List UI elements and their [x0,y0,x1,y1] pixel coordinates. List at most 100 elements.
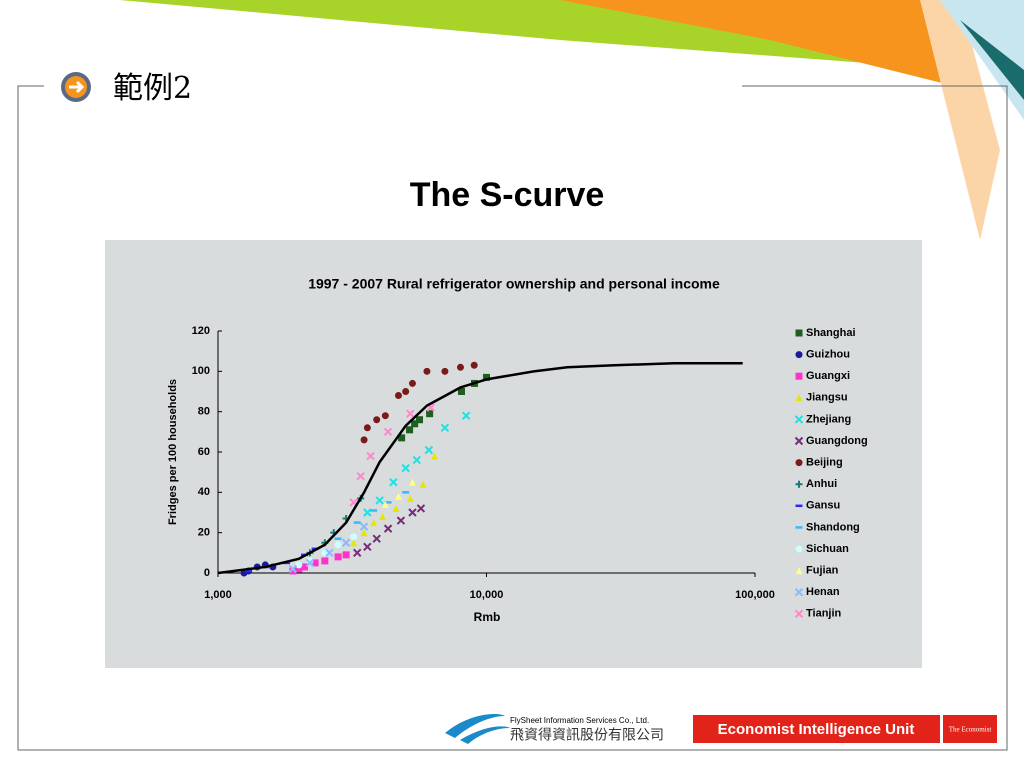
trend-curve [217,362,743,575]
point [360,529,368,537]
point [392,504,400,512]
legend-label: Fujian [806,565,839,577]
point [795,545,803,553]
point [398,434,406,442]
point [794,436,804,446]
legend-label: Jiangsu [806,392,848,404]
point [373,416,381,424]
legend-label: Shandong [806,521,860,533]
point [372,534,381,543]
point [306,557,314,565]
deco-stripe [560,0,960,85]
point [289,567,297,575]
legend-label: Zhejiang [806,413,851,425]
heading-icon [69,80,85,94]
point [795,480,803,488]
x-tick-label: 100,000 [735,589,775,601]
y-tick-label: 20 [198,527,210,539]
point [396,516,406,525]
point [441,367,449,375]
point [363,508,372,517]
slide-heading: 範例2 [113,71,192,106]
point [383,427,393,437]
economist-box [943,715,997,743]
legend-label: Sichuan [806,543,849,555]
point [457,388,465,395]
footer-company-en: FlySheet Information Services Co., Ltd. [510,716,649,725]
slide-title: The S-curve [410,176,605,214]
deco-stripe [960,20,1024,100]
y-tick-label: 40 [198,486,210,498]
chart-title: 1997 - 2007 Rural refrigerator ownership… [308,276,720,292]
point [402,388,410,395]
point [359,522,369,531]
point [305,558,315,568]
point [325,548,334,558]
point [379,513,387,521]
point [288,564,298,574]
point [406,426,414,434]
point [389,478,398,487]
point [401,463,410,473]
deco-stripe [920,0,1000,240]
point [461,411,471,420]
point [408,379,416,387]
point [412,455,421,465]
point [350,533,358,541]
point [295,561,303,569]
point [394,392,402,400]
point [406,409,415,418]
legend-label: Henan [806,586,840,598]
point [794,415,804,424]
legend-label: Tianjin [806,608,842,620]
point [794,587,804,597]
point [483,373,490,381]
legend-label: Beijing [806,457,843,469]
legend-label: Guangxi [806,370,850,382]
point [321,557,329,565]
point [370,519,378,527]
point [383,524,393,533]
y-tick-label: 120 [192,325,210,337]
legend-label: Gansu [806,500,840,512]
slide-frame [17,85,1008,751]
point [295,565,303,573]
point [419,480,427,488]
point [353,548,362,558]
y-tick-label: 60 [198,446,210,458]
flysheet-logo [445,713,510,744]
point [416,504,426,513]
legend-label: Guangdong [806,435,868,447]
point [381,500,389,508]
point [795,394,803,402]
point [408,508,417,517]
point [375,496,384,505]
point [350,539,358,547]
point [795,567,803,575]
x-axis-label: Rmb [474,610,501,624]
point [470,361,478,369]
eiu-box [693,715,940,743]
x-tick-label: 1,000 [204,589,232,601]
legend-label: Anhui [806,478,837,490]
legend-label: Guizhou [806,349,850,361]
footer-economist: The Economist [949,726,992,734]
deco-stripe [940,0,1024,120]
point [430,452,438,460]
point [363,424,371,432]
y-tick-label: 80 [198,406,210,418]
point [381,412,389,420]
point [366,451,375,461]
point [363,542,372,551]
point [394,492,402,500]
x-tick-label: 10,000 [470,589,504,601]
y-tick-label: 100 [192,365,210,377]
point [440,423,450,433]
footer-company-zh: 飛資得資訊股份有限公司 [510,727,664,743]
y-axis-label: Fridges per 100 households [167,379,179,525]
point [356,471,365,481]
point [456,363,464,371]
point [795,329,803,337]
point [424,445,434,455]
